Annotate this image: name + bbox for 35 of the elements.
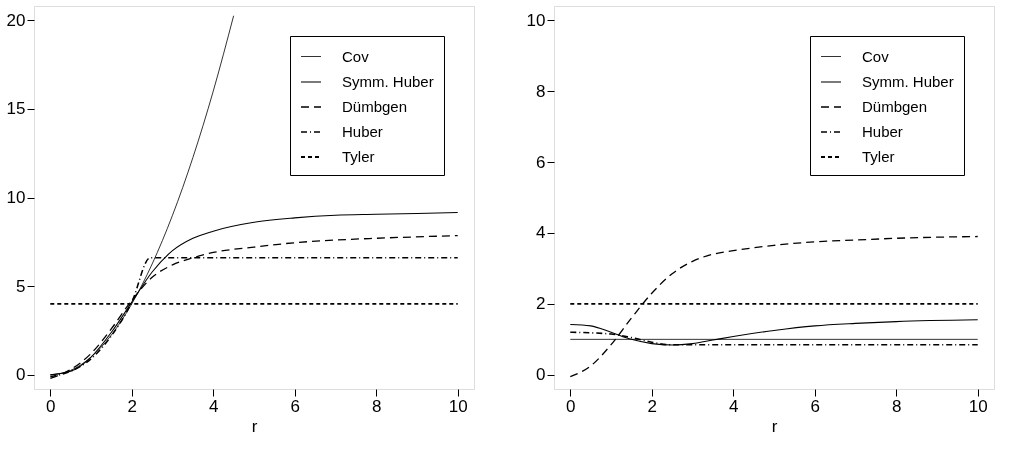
legend-label: Cov — [342, 47, 370, 65]
y-tick-label: 6 — [536, 152, 546, 172]
x-tick-label: 8 — [371, 396, 382, 416]
x-tick-label: 10 — [448, 396, 468, 416]
x-tick-label: 6 — [290, 396, 300, 416]
x-tick-label: 2 — [127, 396, 138, 416]
y-tick-label: 0 — [16, 365, 26, 385]
legend-label: Dümbgen — [862, 98, 928, 115]
x-tick-label: 2 — [647, 396, 658, 416]
y-tick-label: 5 — [16, 276, 26, 296]
legend-label: Huber — [862, 123, 903, 140]
legend-label: Dümbgen — [342, 98, 408, 115]
legend-label: Tyler — [862, 148, 895, 165]
y-tick-label: 0 — [536, 365, 546, 385]
legend-label: Tyler — [342, 148, 375, 165]
x-tick-label: 0 — [46, 396, 56, 416]
legend-label: Symm. Huber — [862, 73, 954, 90]
y-tick-label: 4 — [536, 223, 546, 243]
x-tick-label: 10 — [968, 396, 988, 416]
legend-label: Cov — [862, 47, 890, 65]
x-axis-title: r — [771, 416, 778, 436]
legend-label: Huber — [342, 123, 383, 140]
x-tick-label: 4 — [209, 396, 219, 416]
y-tick-label: 10 — [526, 10, 546, 30]
x-axis-title: r — [251, 416, 258, 436]
x-tick-label: 8 — [891, 396, 902, 416]
y-tick-label: 15 — [6, 99, 26, 119]
x-tick-label: 6 — [810, 396, 820, 416]
y-tick-label: 2 — [536, 294, 546, 314]
y-tick-label: 10 — [6, 188, 26, 207]
x-tick-label: 0 — [566, 396, 576, 416]
legend-label: Symm. Huber — [342, 73, 434, 90]
y-tick-label: 8 — [536, 81, 546, 101]
x-tick-label: 4 — [729, 396, 739, 416]
y-tick-label: 20 — [6, 10, 26, 30]
